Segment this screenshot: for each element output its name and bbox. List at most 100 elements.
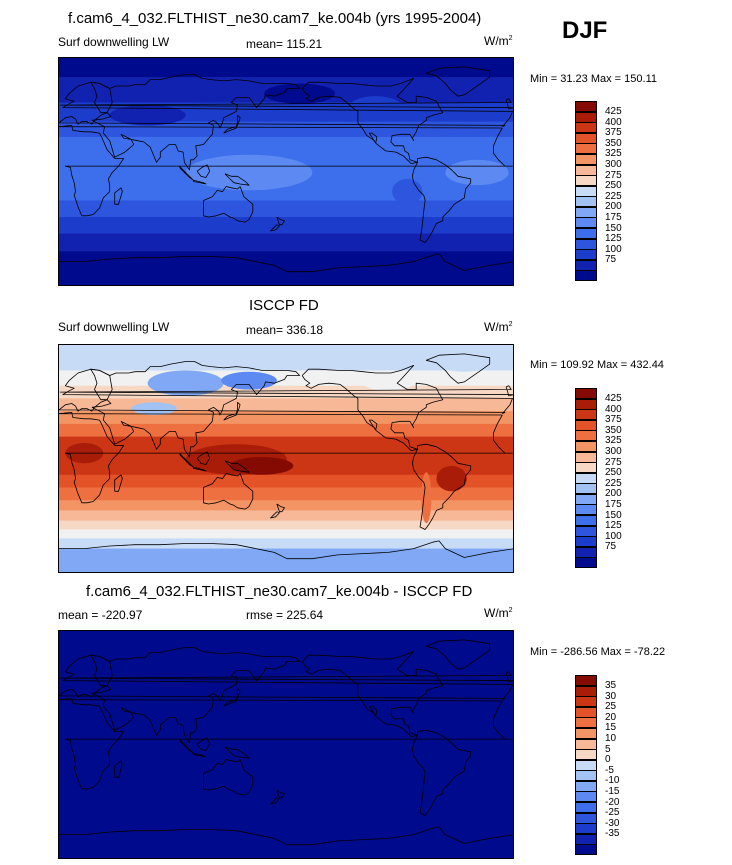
- field-band: [59, 58, 513, 78]
- colorbar-label: 325: [605, 435, 622, 447]
- colorbar-swatch: [575, 770, 597, 782]
- coastline: [203, 473, 254, 510]
- coastline: [59, 385, 513, 397]
- coastline: [90, 647, 301, 744]
- field-band: [59, 631, 513, 858]
- panel1-colorbar: 425 400 375 350 325 300 275 250 225 200 175 150 125 1…: [575, 101, 622, 282]
- panel1-title: f.cam6_4_032.FLTHIST_ne30.cam7_ke.004b (…: [68, 10, 482, 27]
- coastline: [192, 752, 207, 758]
- field-band: [59, 487, 513, 501]
- colorbar-label: 225: [605, 477, 622, 489]
- coastline: [59, 698, 513, 790]
- colorbar-swatch: [575, 536, 597, 548]
- colorbar-swatch: [575, 164, 597, 176]
- field-anomaly: [445, 159, 509, 186]
- coastline: [59, 368, 513, 415]
- colorbar-swatch: [575, 111, 597, 123]
- colorbar-label: 100: [605, 243, 622, 255]
- coastline: [196, 737, 211, 751]
- colorbar-swatch: [575, 844, 597, 856]
- colorbar-label: -10: [605, 775, 620, 787]
- colorbar-label: 275: [605, 456, 622, 468]
- field-band: [59, 474, 513, 488]
- coastline: [59, 81, 513, 128]
- field-band: [59, 548, 513, 572]
- field-anomaly: [147, 370, 224, 396]
- panel3-map-svg: [59, 631, 513, 858]
- coastline: [59, 671, 513, 683]
- colorbar-swatch: [575, 759, 597, 771]
- colorbar-label: 125: [605, 520, 622, 532]
- colorbar-label: 350: [605, 424, 622, 436]
- coastline: [203, 186, 254, 223]
- field-anomaly: [109, 105, 186, 126]
- field-band: [59, 500, 513, 511]
- colorbar-swatch: [575, 727, 597, 739]
- colorbar-label: -35: [605, 828, 620, 840]
- field-band: [59, 345, 513, 371]
- coastline: [90, 74, 301, 171]
- panel3-rmse: rmse = 225.64: [246, 608, 324, 622]
- field-band: [59, 529, 513, 539]
- field-band: [59, 251, 513, 285]
- coastline: [425, 353, 491, 384]
- colorbar-swatch: [575, 419, 597, 431]
- field-anomaly: [185, 154, 313, 191]
- panel2-units: W/m2: [484, 320, 513, 334]
- coastline: [178, 738, 194, 754]
- colorbar-swatch: [575, 504, 597, 516]
- colorbar-swatch: [575, 206, 597, 218]
- field-band: [59, 538, 513, 550]
- colorbar-label: 10: [605, 733, 617, 745]
- panel3-units: W/m2: [484, 606, 513, 620]
- coastline: [301, 78, 444, 164]
- colorbar-swatch: [575, 398, 597, 410]
- coastline: [425, 639, 491, 670]
- coastline: [59, 654, 513, 701]
- coastline: [276, 789, 285, 799]
- colorbar-swatch: [575, 228, 597, 240]
- colorbar-swatch: [575, 802, 597, 814]
- colorbar-swatch: [575, 259, 597, 271]
- colorbar-label: 300: [605, 446, 622, 458]
- colorbar-label: -30: [605, 817, 620, 829]
- colorbar-label: 175: [605, 498, 622, 510]
- colorbar-swatch: [575, 217, 597, 229]
- panel1-map: [58, 57, 514, 286]
- field-band: [59, 520, 513, 530]
- colorbar-label: -15: [605, 785, 620, 797]
- panel3-mean: mean = -220.97: [58, 608, 143, 622]
- panel2-colorbar: 425 400 375 350 325 300 275 250 225 200 175 150 125 1…: [575, 388, 622, 569]
- field-anomaly: [436, 465, 467, 492]
- panel1-map-svg: [59, 58, 513, 285]
- field-anomaly: [347, 96, 404, 122]
- panel2-minmax: Min = 109.92 Max = 432.44: [530, 359, 664, 371]
- coastline: [192, 466, 207, 472]
- coastline: [114, 760, 123, 778]
- colorbar-swatch: [575, 270, 597, 282]
- coastline: [276, 216, 285, 226]
- colorbar-swatch: [575, 493, 597, 505]
- colorbar-swatch: [575, 122, 597, 134]
- colorbar-swatch: [575, 143, 597, 155]
- coastline: [224, 460, 250, 473]
- colorbar-label: 20: [605, 711, 617, 723]
- colorbar-swatch: [575, 462, 597, 474]
- coastline: [223, 401, 241, 421]
- colorbar-label: 75: [605, 541, 617, 553]
- colorbar-label: -25: [605, 807, 620, 819]
- colorbar-label: 400: [605, 403, 622, 415]
- colorbar-label: 15: [605, 722, 617, 734]
- colorbar-label: 150: [605, 509, 622, 521]
- panel1-units: W/m2: [484, 34, 513, 48]
- colorbar-label: 175: [605, 211, 622, 223]
- colorbar-label: 425: [605, 393, 622, 405]
- colorbar-swatch: [575, 249, 597, 261]
- colorbar-label: 325: [605, 148, 622, 160]
- colorbar-swatch: [575, 153, 597, 165]
- field-anomaly: [392, 178, 423, 205]
- colorbar-label: 35: [605, 680, 617, 692]
- field-band: [59, 200, 513, 218]
- field-anomaly: [264, 83, 336, 104]
- colorbar-swatch: [575, 749, 597, 761]
